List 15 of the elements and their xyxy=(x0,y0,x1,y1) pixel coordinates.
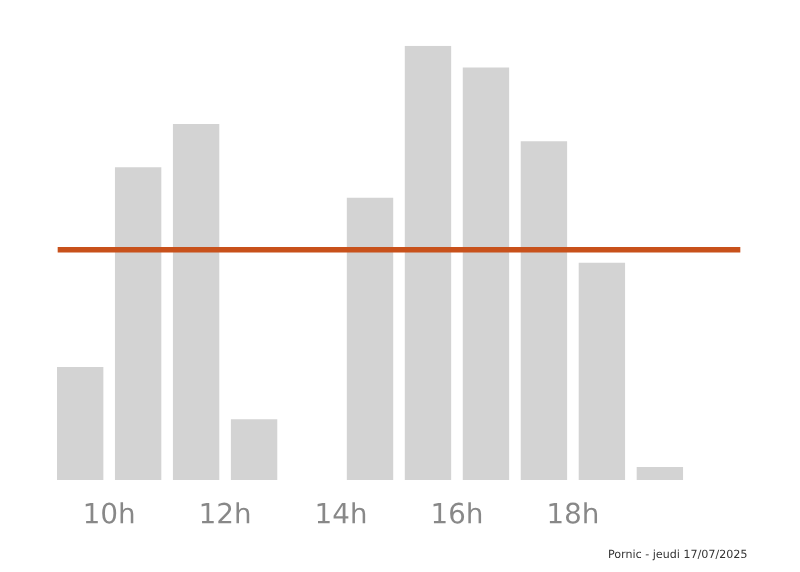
x-tick-label: 10h xyxy=(85,502,134,524)
bar xyxy=(578,262,626,480)
bar xyxy=(346,197,394,480)
bar xyxy=(230,419,278,480)
x-tick-label: 18h xyxy=(549,502,598,524)
bar xyxy=(462,67,510,480)
bar xyxy=(404,45,452,480)
bar xyxy=(636,466,684,480)
x-tick-label: 12h xyxy=(201,502,250,524)
bar xyxy=(114,167,162,480)
x-tick-label: 16h xyxy=(433,502,482,524)
bar xyxy=(520,141,568,480)
bar xyxy=(172,123,220,480)
bar xyxy=(56,367,104,480)
x-tick-label: 14h xyxy=(317,502,366,524)
